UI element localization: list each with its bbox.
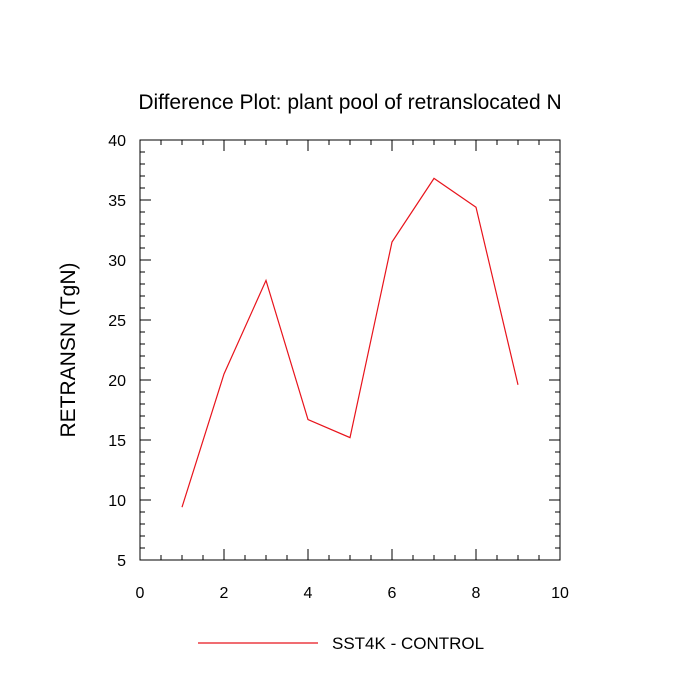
legend: SST4K - CONTROL: [198, 634, 484, 653]
x-tick-label: 4: [304, 585, 313, 602]
y-tick-label: 30: [108, 253, 126, 270]
y-tick-label: 40: [108, 133, 126, 150]
y-tick-label: 10: [108, 493, 126, 510]
series-line-0: [181, 177, 519, 508]
legend-label-sst4k-control: SST4K - CONTROL: [332, 634, 484, 653]
plot-frame: [139, 139, 561, 561]
series-group: [181, 177, 519, 508]
x-tick-label: 8: [472, 585, 481, 602]
x-axis: 0 2 4 6 8 10: [136, 140, 569, 602]
y-tick-label: 35: [108, 193, 126, 210]
x-tick-label: 0: [136, 585, 145, 602]
x-tick-label: 2: [220, 585, 229, 602]
plot-area-border: [139, 139, 561, 561]
y-tick-label: 25: [108, 313, 126, 330]
y-tick-label: 20: [108, 373, 126, 390]
y-tick-label: 5: [117, 553, 126, 570]
y-axis: 5 10 15 20 25 30 35 40: [108, 133, 560, 570]
x-tick-label: 6: [388, 585, 397, 602]
chart-title: Difference Plot: plant pool of retranslo…: [138, 91, 561, 114]
y-tick-label: 15: [108, 433, 126, 450]
y-axis-label: RETRANSN (TgN): [57, 262, 80, 437]
x-tick-label: 10: [551, 585, 569, 602]
